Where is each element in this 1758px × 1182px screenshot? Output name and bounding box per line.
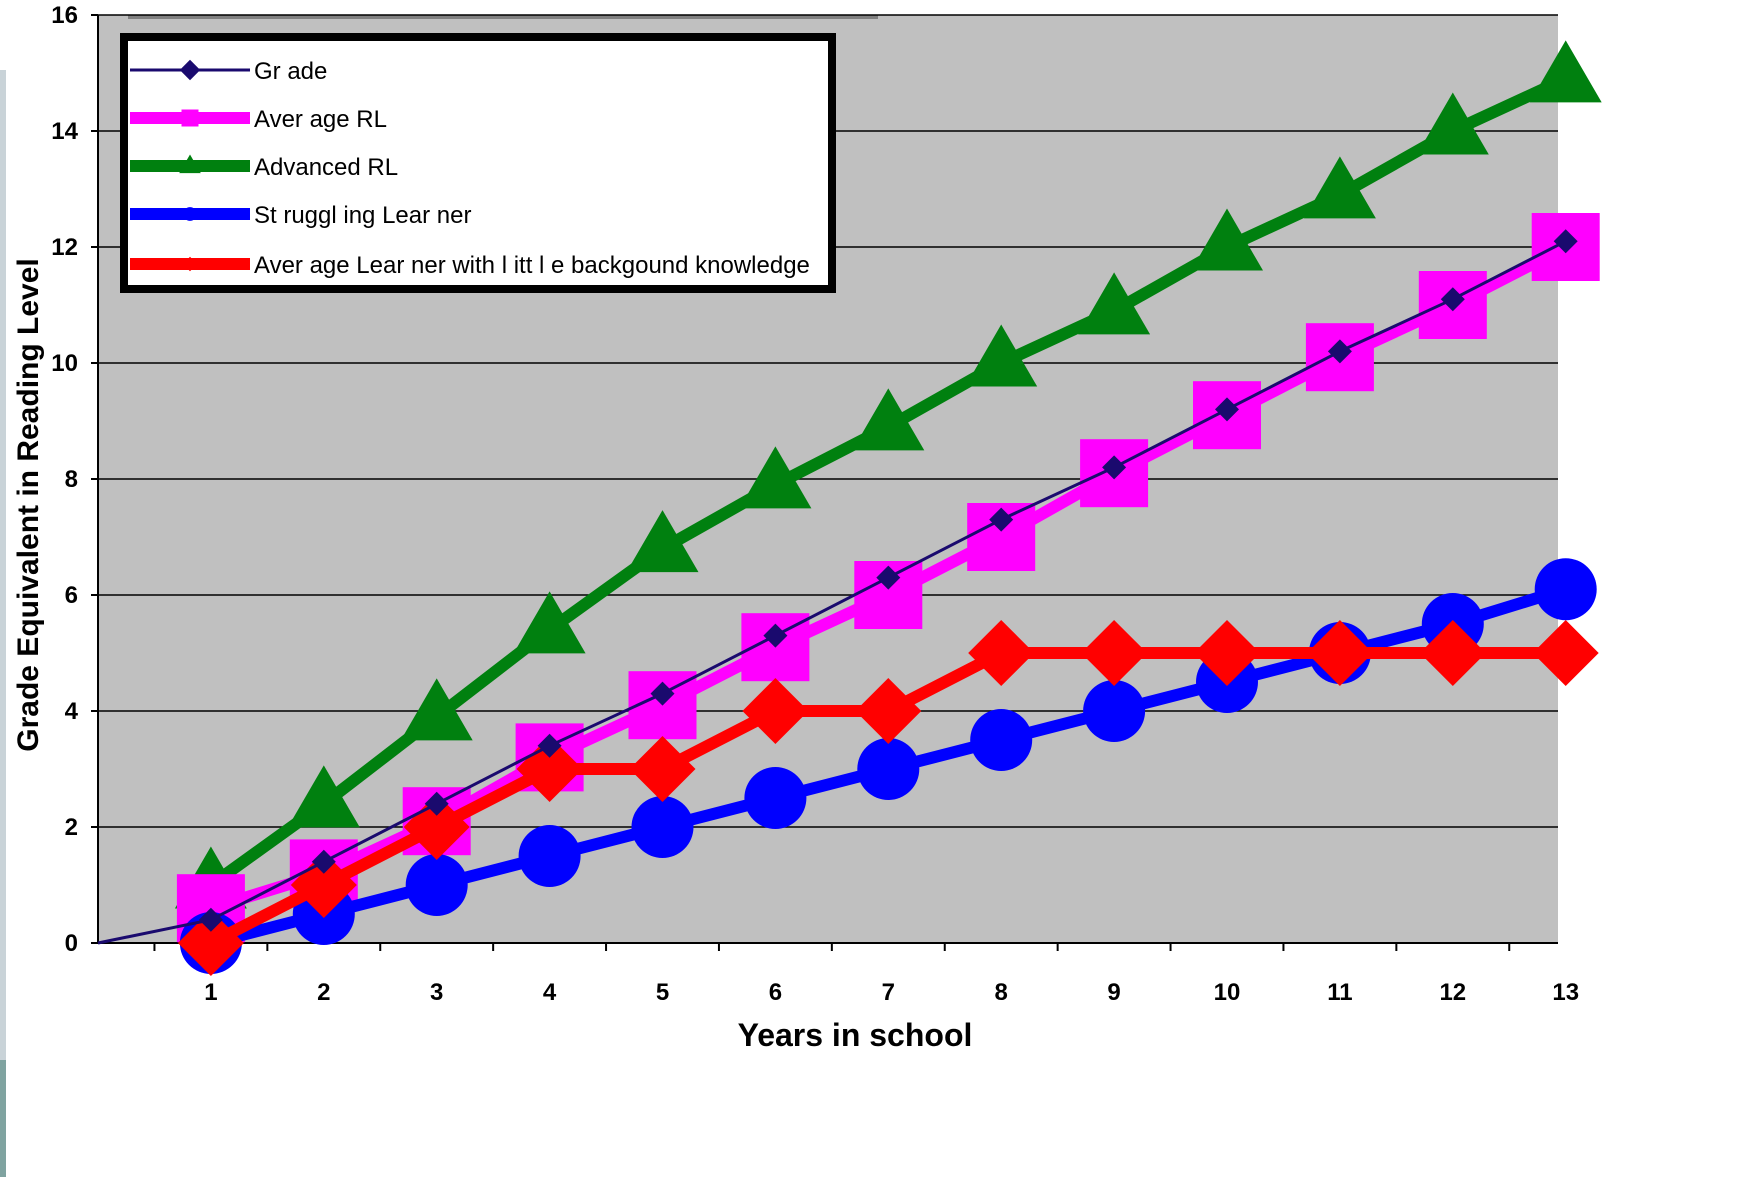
left-edge-strip [0, 70, 6, 1150]
point-diamond [1419, 620, 1486, 686]
point-triangle [1529, 40, 1602, 103]
point-diamond-small [1553, 229, 1578, 254]
point-circle [183, 207, 197, 221]
series-layer [97, 40, 1602, 976]
x-tick-label: 13 [1552, 979, 1579, 1006]
y-axis-title: Grade Equivalent in Reading Level [12, 258, 45, 751]
point-diamond [968, 620, 1035, 686]
point-diamond-small [311, 849, 336, 874]
point-diamond-small [1327, 339, 1352, 364]
x-tick-label: 4 [543, 979, 557, 1006]
y-tick-label: 16 [51, 2, 78, 29]
point-diamond-small [989, 507, 1014, 532]
point-triangle [965, 324, 1038, 387]
point-diamond-small [198, 907, 223, 932]
point-circle [1534, 558, 1597, 621]
legend-label: Gr ade [254, 58, 327, 85]
point-triangle [1416, 92, 1489, 155]
y-tick-label: 0 [65, 930, 78, 957]
legend-label: Aver age Lear ner with l itt l e backgou… [254, 252, 810, 279]
point-triangle [852, 388, 925, 451]
series-average-learner-with-little-backgound-knowledge [177, 620, 1599, 976]
point-diamond [182, 256, 198, 272]
x-tick-label: 10 [1214, 979, 1241, 1006]
point-circle [405, 854, 468, 916]
point-diamond-small [876, 565, 901, 590]
point-diamond [516, 736, 583, 802]
x-tick-label: 6 [769, 979, 782, 1006]
point-diamond [629, 736, 696, 802]
x-tick-label: 2 [317, 979, 330, 1006]
point-diamond [1194, 620, 1260, 686]
legend-label: St ruggl ing Lear ner [254, 202, 471, 229]
point-diamond [1532, 620, 1599, 686]
x-axis-title: Years in school [738, 1017, 973, 1053]
point-square [181, 109, 199, 127]
legend: Gr ade Aver age RL Advanced RL St ruggl ing… [120, 33, 836, 293]
legend-label: Aver age RL [254, 106, 387, 133]
point-circle [744, 767, 807, 829]
x-tick-label: 12 [1439, 979, 1466, 1006]
x-tick-label: 8 [995, 979, 1008, 1006]
x-tick-label: 7 [882, 979, 895, 1006]
point-diamond [177, 910, 244, 976]
legend-label: Advanced RL [254, 154, 398, 181]
x-tick-label: 11 [1327, 979, 1352, 1006]
y-tick-label: 12 [51, 234, 78, 261]
y-tick-label: 4 [65, 698, 79, 725]
point-diamond [1081, 620, 1148, 686]
point-diamond [1306, 620, 1373, 686]
y-tick-label: 14 [51, 118, 78, 145]
point-diamond-small [179, 59, 201, 81]
point-diamond-small [650, 681, 675, 706]
point-triangle [1191, 208, 1263, 271]
point-diamond-small [1102, 455, 1127, 480]
point-triangle [400, 678, 473, 741]
point-diamond-small [424, 791, 449, 816]
y-tick-label: 10 [51, 350, 78, 377]
point-triangle [1303, 156, 1376, 219]
y-tick-label: 6 [65, 582, 78, 609]
x-tick-label: 1 [204, 979, 217, 1006]
x-tick-label: 3 [430, 979, 443, 1006]
point-diamond [290, 852, 357, 918]
point-diamond-small [1215, 397, 1239, 422]
left-edge-strip-bottom [0, 1060, 6, 1177]
series-line [97, 239, 1567, 945]
point-triangle [626, 510, 699, 573]
point-triangle [513, 591, 586, 654]
point-triangle [1078, 272, 1151, 335]
point-diamond [403, 794, 470, 860]
point-circle [1083, 680, 1146, 742]
point-circle [518, 825, 581, 887]
point-diamond [742, 678, 809, 744]
point-triangle [287, 765, 360, 828]
point-triangle [739, 446, 812, 509]
y-tick-label: 2 [65, 814, 78, 841]
series-grade [97, 229, 1578, 945]
point-diamond [855, 678, 922, 744]
point-diamond-small [537, 733, 562, 758]
point-circle [857, 738, 920, 800]
x-tick-label: 9 [1107, 979, 1120, 1006]
y-tick-label: 8 [65, 466, 78, 493]
series-advanced-rl [174, 40, 1602, 909]
point-diamond-small [1440, 287, 1465, 312]
x-tick-label: 5 [656, 979, 669, 1006]
point-diamond-small [763, 623, 788, 648]
point-circle [970, 709, 1033, 771]
point-circle [631, 796, 694, 858]
point-triangle [179, 154, 201, 174]
